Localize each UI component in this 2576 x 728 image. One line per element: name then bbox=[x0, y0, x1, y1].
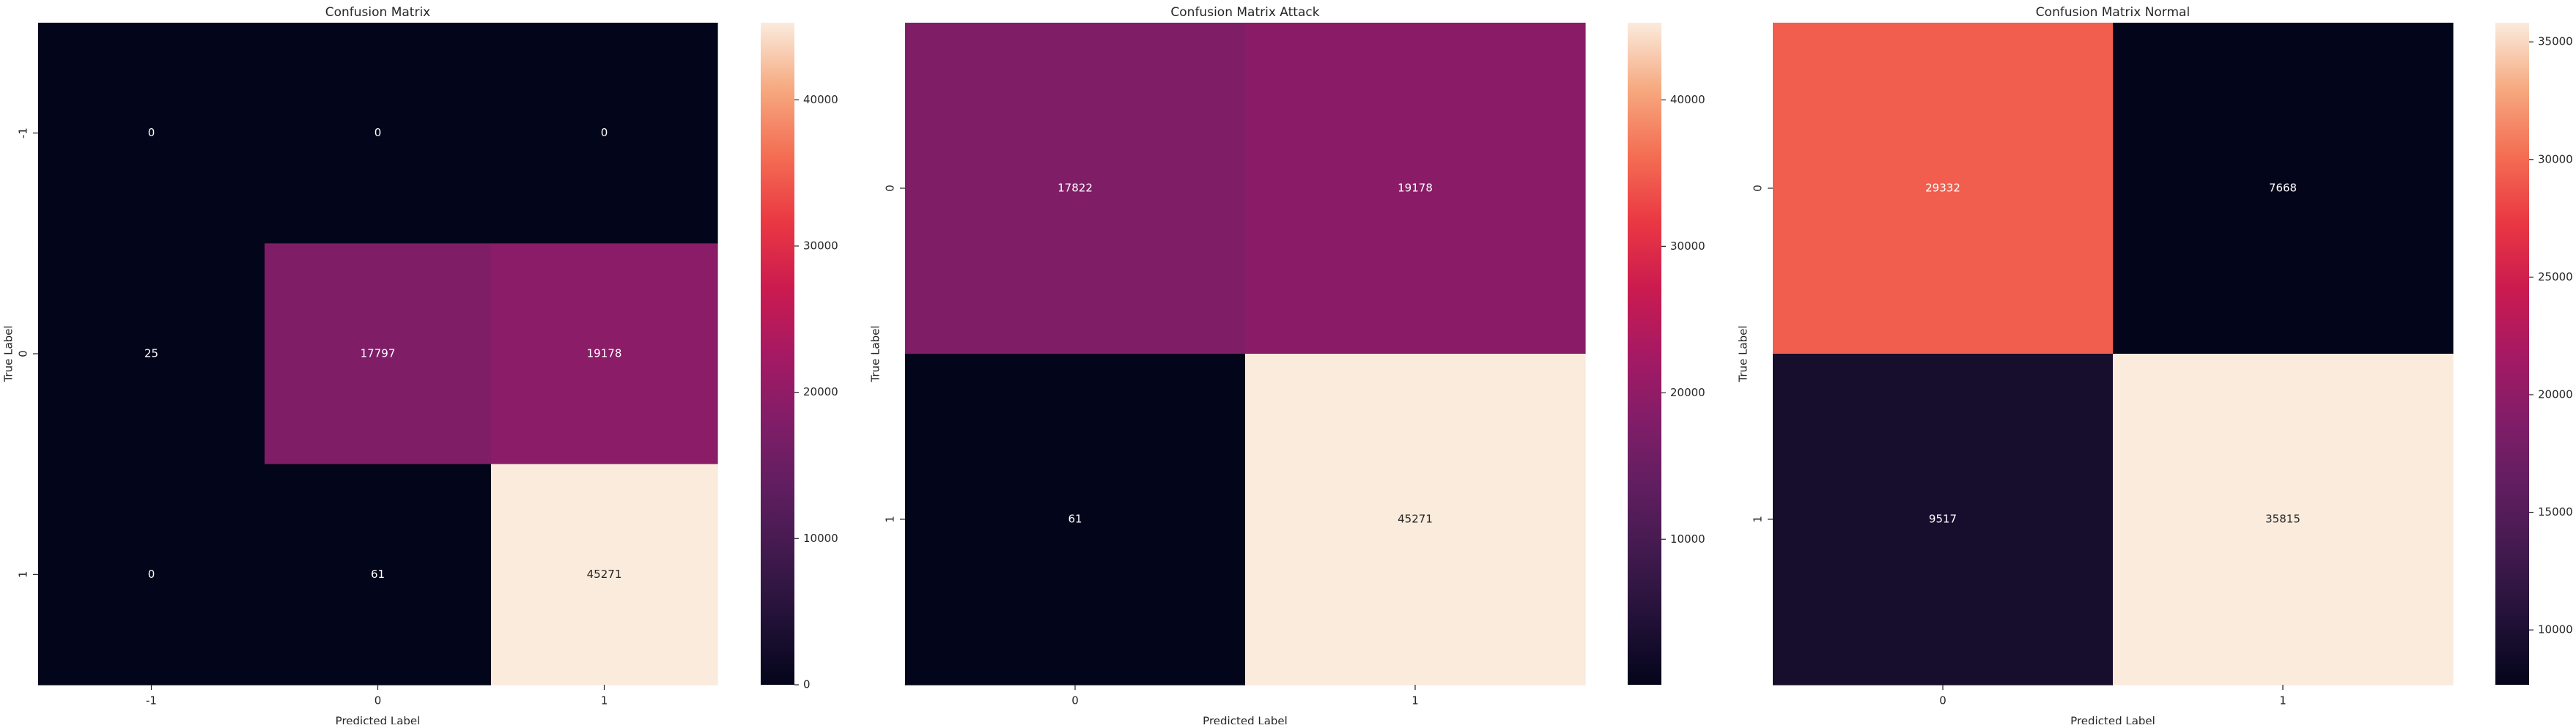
chart-1-cell-label: 17797 bbox=[361, 347, 396, 360]
chart-2-colorbar-tick-label: 40000 bbox=[1670, 93, 1705, 106]
chart-3-colorbar-tick-label: 10000 bbox=[2538, 623, 2573, 636]
chart-1-y-tick-label: 1 bbox=[17, 571, 30, 579]
chart-1-cell-label: 19178 bbox=[587, 347, 622, 360]
chart-1-cell-label: 61 bbox=[371, 568, 385, 581]
chart-1-y-tick-label: -1 bbox=[17, 127, 30, 138]
chart-2-cell bbox=[905, 23, 1246, 354]
chart-1-colorbar bbox=[761, 23, 794, 685]
chart-2-colorbar-tick-label: 10000 bbox=[1670, 532, 1705, 546]
chart-1-x-tick-label: -1 bbox=[146, 694, 157, 707]
chart-2-colorbar-tick-label: 20000 bbox=[1670, 386, 1705, 399]
chart-3-x-tick-label: 0 bbox=[1939, 694, 1946, 707]
chart-2-cell bbox=[1245, 354, 1586, 686]
chart-3-colorbar-tick-label: 15000 bbox=[2538, 505, 2573, 519]
chart-2-cell-label: 45271 bbox=[1398, 513, 1433, 526]
chart-2-y-tick-label: 1 bbox=[884, 516, 897, 523]
chart-1-x-tick-label: 0 bbox=[374, 694, 382, 707]
chart-3-cell-label: 7668 bbox=[2269, 182, 2297, 195]
chart-3-cell-label: 9517 bbox=[1929, 513, 1957, 526]
chart-1-colorbar-tick-label: 10000 bbox=[803, 532, 838, 545]
chart-1-colorbar-tick-label: 0 bbox=[803, 678, 811, 691]
chart-2-x-tick-label: 0 bbox=[1071, 694, 1079, 707]
chart-1-y-tick-label: 0 bbox=[17, 350, 30, 357]
chart-2-colorbar-tick-label: 30000 bbox=[1670, 239, 1705, 253]
chart-3-colorbar-tick-label: 35000 bbox=[2538, 35, 2573, 48]
chart-3-title: Confusion Matrix Normal bbox=[2036, 5, 2190, 20]
chart-1-cell bbox=[38, 464, 265, 686]
chart-1-cell bbox=[491, 464, 718, 686]
chart-3-y-tick-label: 0 bbox=[1752, 185, 1765, 192]
chart-1-cell-label: 0 bbox=[148, 126, 155, 139]
chart-1-cell-label: 0 bbox=[374, 126, 382, 139]
chart-3-colorbar bbox=[2495, 23, 2529, 685]
chart-1-x-tick-label: 1 bbox=[601, 694, 608, 707]
chart-1-cell bbox=[491, 243, 718, 465]
chart-1-cell-label: 0 bbox=[148, 568, 155, 581]
chart-1-colorbar-tick-label: 40000 bbox=[803, 93, 838, 106]
chart-2-cell bbox=[1245, 23, 1586, 354]
chart-1-title: Confusion Matrix bbox=[325, 5, 431, 20]
chart-1-cell bbox=[491, 23, 718, 244]
chart-3-x-tick-label: 1 bbox=[2279, 694, 2287, 707]
chart-1-cell-label: 45271 bbox=[587, 568, 622, 581]
chart-1-cell-label: 0 bbox=[601, 126, 608, 139]
chart-3-cell-label: 29332 bbox=[1925, 182, 1960, 195]
chart-1-colorbar-tick-label: 30000 bbox=[803, 239, 838, 252]
chart-3-y-tick-label: 1 bbox=[1752, 516, 1765, 523]
chart-3-colorbar-tick-label: 25000 bbox=[2538, 270, 2573, 283]
chart-3-colorbar-tick-label: 20000 bbox=[2538, 387, 2573, 401]
chart-2-ylabel: True Label bbox=[869, 325, 882, 382]
chart-3-xlabel: Predicted Label bbox=[2070, 715, 2155, 725]
chart-1-cell bbox=[38, 23, 265, 244]
chart-1-cell bbox=[265, 23, 492, 244]
chart-3-cell bbox=[1773, 354, 2114, 686]
chart-2-cell-label: 61 bbox=[1068, 513, 1082, 526]
chart-3-cell-label: 35815 bbox=[2265, 513, 2300, 526]
chart-1-colorbar-tick-label: 20000 bbox=[803, 385, 838, 398]
chart-2-cell bbox=[905, 354, 1246, 686]
chart-1-cell bbox=[38, 243, 265, 465]
chart-3-colorbar-tick-label: 30000 bbox=[2538, 152, 2573, 166]
chart-2-colorbar bbox=[1628, 23, 1661, 685]
chart-1-cell bbox=[265, 243, 492, 465]
chart-3-cell bbox=[2113, 354, 2454, 686]
chart-2-cell-label: 17822 bbox=[1058, 182, 1093, 195]
chart-1-cell-label: 25 bbox=[144, 347, 158, 360]
chart-1-xlabel: Predicted Label bbox=[336, 715, 421, 725]
chart-3-ylabel: True Label bbox=[1737, 325, 1750, 382]
chart-1-ylabel: True Label bbox=[2, 325, 15, 382]
chart-1-cell bbox=[265, 464, 492, 686]
chart-3-cell bbox=[1773, 23, 2114, 354]
chart-3-cell bbox=[2113, 23, 2454, 354]
chart-2-xlabel: Predicted Label bbox=[1203, 715, 1288, 725]
chart-2-cell-label: 19178 bbox=[1398, 182, 1433, 195]
chart-2-title: Confusion Matrix Attack bbox=[1170, 5, 1319, 20]
chart-2-y-tick-label: 0 bbox=[884, 185, 897, 192]
chart-2-x-tick-label: 1 bbox=[1411, 694, 1419, 707]
